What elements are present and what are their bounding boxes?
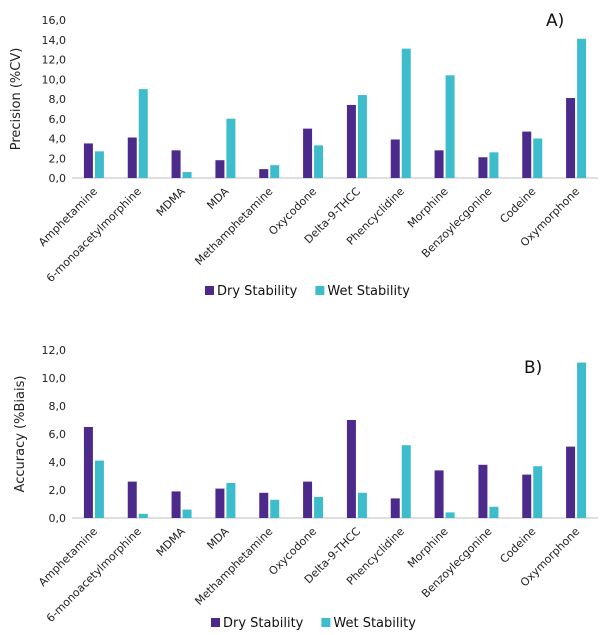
wet-bar-8 (401, 445, 411, 518)
wet-bar-7 (357, 492, 367, 518)
wet-bar-7 (357, 95, 367, 178)
dry-bar-12 (566, 446, 576, 518)
wet-bar-2 (138, 513, 148, 518)
category-label: MDMA (154, 185, 188, 219)
y-tick-label: 4,0 (49, 133, 67, 146)
dry-bar-6 (303, 128, 313, 178)
chart-panel-1: 0,0 2,0 4,0 6,0 8,0 10,0 12,0 14,0 16,0 Precision… (9, 11, 598, 299)
dry-bar-2 (127, 481, 137, 518)
wet-bar-1 (94, 460, 104, 518)
wet-bar-6 (314, 497, 324, 518)
y-tick-label: 2,0 (49, 152, 67, 165)
dry-bar-10 (478, 157, 488, 178)
wet-bar-11 (533, 138, 543, 178)
wet-bar-9 (445, 75, 455, 178)
dry-bar-5 (259, 169, 269, 178)
y-tick-label: 14,0 (42, 34, 67, 47)
wet-bar-5 (270, 499, 280, 518)
y-tick-label: 2,0 (49, 484, 67, 497)
category-label: Morphine (405, 525, 451, 571)
dry-bar-9 (434, 470, 444, 518)
y-tick-label: 0,0 (49, 512, 67, 525)
panel-label: A) (546, 11, 564, 31)
y-tick-label: 10,0 (42, 372, 67, 385)
legend-label-wet: Wet Stability (333, 616, 416, 631)
dry-bar-7 (346, 420, 356, 518)
category-label: Codeine (497, 185, 538, 226)
legend-swatch-wet (321, 618, 331, 627)
legend-swatch-dry (205, 286, 214, 295)
category-label: MDMA (154, 525, 188, 559)
dry-bar-3 (171, 150, 181, 178)
wet-bar-11 (533, 466, 543, 518)
dry-bar-10 (478, 464, 488, 518)
legend-swatch-wet (315, 286, 325, 295)
category-label: MDA (204, 185, 231, 212)
y-tick-label: 4,0 (49, 456, 67, 469)
dry-bar-1 (83, 143, 93, 178)
category-label: Morphine (405, 185, 451, 231)
legend-label-wet: Wet Stability (327, 284, 410, 299)
wet-bar-4 (226, 483, 236, 518)
dry-bar-1 (83, 427, 93, 518)
dry-bar-6 (303, 481, 313, 518)
wet-bar-2 (138, 89, 148, 178)
legend-swatch-dry (211, 618, 220, 627)
dry-bar-8 (390, 139, 400, 178)
wet-bar-1 (94, 151, 104, 178)
dry-bar-7 (346, 104, 356, 178)
wet-bar-8 (401, 48, 411, 179)
wet-bar-12 (577, 38, 587, 179)
legend-label-dry: Dry Stability (217, 284, 298, 299)
dry-bar-4 (215, 488, 225, 518)
y-tick-label: 12,0 (42, 54, 67, 67)
wet-bar-3 (182, 509, 192, 518)
wet-bar-10 (489, 152, 499, 178)
wet-bar-10 (489, 506, 499, 518)
wet-bar-3 (182, 172, 192, 178)
dry-bar-11 (522, 474, 532, 518)
dry-bar-12 (566, 98, 576, 178)
dry-bar-11 (522, 131, 532, 178)
category-label: Methamphetamine (192, 525, 275, 608)
category-label: Methamphetamine (192, 185, 275, 268)
y-axis-label: Precision (%CV) (9, 48, 24, 151)
y-tick-label: 8,0 (49, 93, 67, 106)
dry-bar-9 (434, 150, 444, 178)
dry-bar-2 (127, 137, 137, 178)
dry-bar-4 (215, 160, 225, 178)
y-tick-label: 6,0 (49, 113, 67, 126)
y-tick-label: 8,0 (49, 400, 67, 413)
y-tick-label: 0,0 (49, 172, 67, 185)
wet-bar-12 (577, 362, 587, 518)
wet-bar-6 (314, 145, 324, 178)
y-tick-label: 10,0 (42, 73, 67, 86)
dry-bar-5 (259, 492, 269, 518)
chart-panel-2: 0,0 2,0 4,0 6,0 8,0 10,0 12,0 Accuracy (%Biais)… (13, 344, 598, 631)
y-axis-label: Accuracy (%Biais) (13, 376, 28, 493)
wet-bar-4 (226, 118, 236, 178)
legend-label-dry: Dry Stability (223, 616, 304, 631)
dry-bar-3 (171, 491, 181, 518)
y-tick-label: 16,0 (42, 14, 67, 27)
wet-bar-5 (270, 165, 280, 178)
category-label: MDA (204, 525, 231, 552)
dry-bar-8 (390, 498, 400, 518)
category-label: Codeine (497, 525, 538, 566)
y-tick-label: 12,0 (42, 344, 67, 357)
wet-bar-9 (445, 512, 455, 518)
panel-label: B) (524, 358, 542, 378)
y-tick-label: 6,0 (49, 428, 67, 441)
